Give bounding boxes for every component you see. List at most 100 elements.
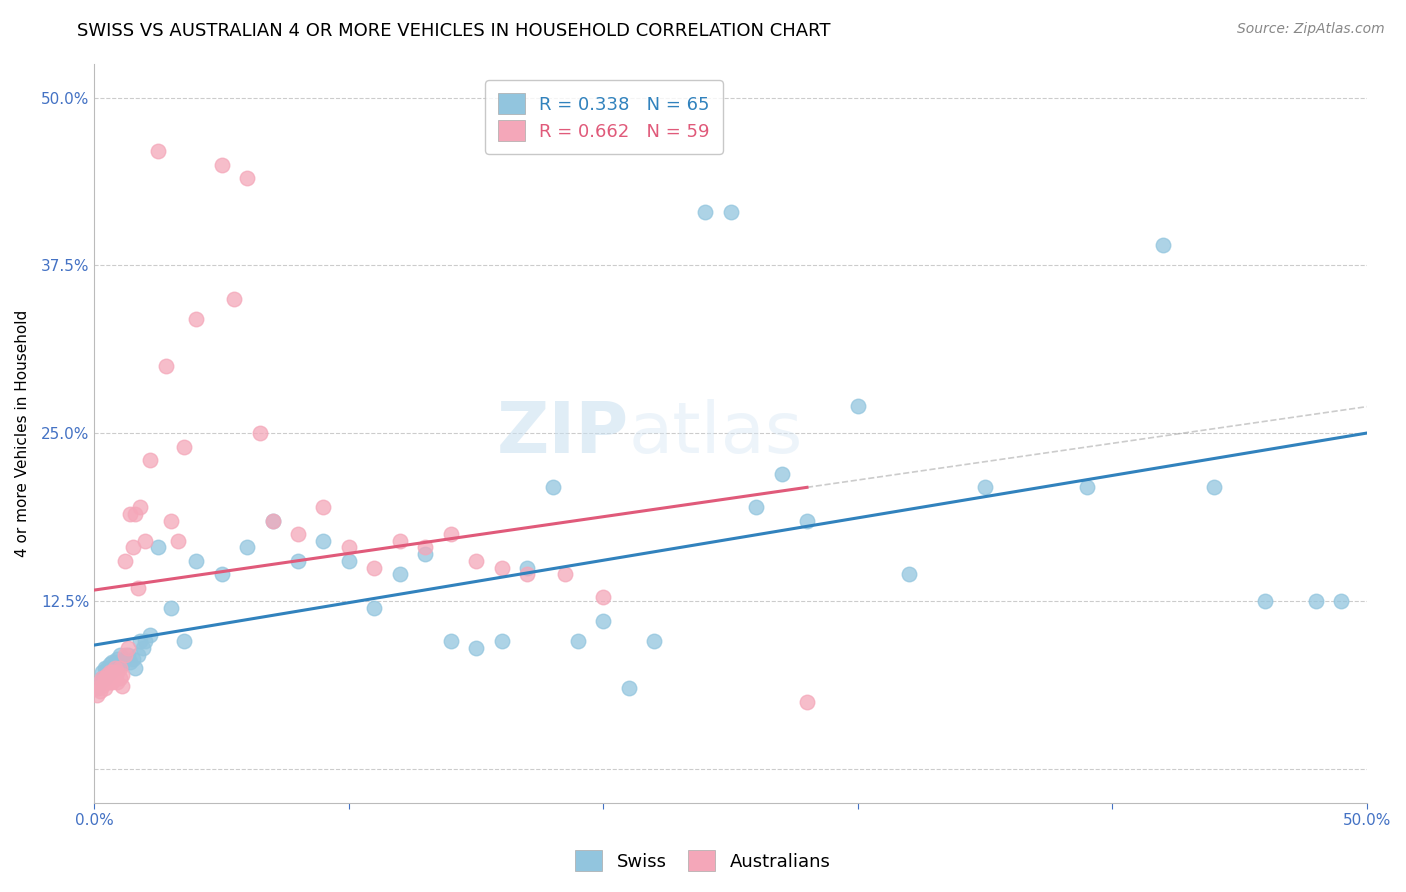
Point — [129, 500, 152, 515]
Point — [91, 665, 114, 680]
Point — [91, 671, 114, 685]
Text: SWISS VS AUSTRALIAN 4 OR MORE VEHICLES IN HOUSEHOLD CORRELATION CHART: SWISS VS AUSTRALIAN 4 OR MORE VEHICLES I… — [77, 22, 831, 40]
Point — [120, 655, 142, 669]
Point — [89, 674, 111, 689]
Point — [262, 514, 284, 528]
Point — [96, 671, 118, 685]
Point — [186, 312, 208, 326]
Point — [91, 671, 114, 685]
Point — [98, 671, 121, 685]
Point — [516, 567, 538, 582]
Point — [592, 614, 614, 628]
Point — [312, 533, 335, 548]
Point — [1254, 594, 1277, 608]
Point — [146, 541, 169, 555]
Point — [101, 661, 124, 675]
Point — [121, 541, 143, 555]
Point — [516, 560, 538, 574]
Point — [643, 634, 665, 648]
Point — [249, 426, 271, 441]
Point — [98, 665, 121, 680]
Point — [101, 668, 124, 682]
Point — [127, 581, 149, 595]
Point — [567, 634, 589, 648]
Point — [440, 527, 463, 541]
Point — [211, 158, 233, 172]
Point — [117, 641, 139, 656]
Point — [86, 688, 108, 702]
Point — [491, 560, 513, 574]
Point — [96, 668, 118, 682]
Point — [96, 674, 118, 689]
Point — [104, 655, 127, 669]
Point — [93, 681, 115, 696]
Point — [491, 634, 513, 648]
Point — [745, 500, 768, 515]
Point — [846, 400, 869, 414]
Point — [86, 681, 108, 696]
Point — [93, 661, 115, 675]
Point — [159, 600, 181, 615]
Y-axis label: 4 or more Vehicles in Household: 4 or more Vehicles in Household — [15, 310, 30, 557]
Point — [592, 590, 614, 604]
Point — [111, 668, 134, 682]
Point — [121, 652, 143, 666]
Point — [167, 533, 190, 548]
Point — [104, 671, 127, 685]
Point — [1330, 594, 1353, 608]
Point — [89, 674, 111, 689]
Point — [262, 514, 284, 528]
Point — [173, 634, 195, 648]
Text: Source: ZipAtlas.com: Source: ZipAtlas.com — [1237, 22, 1385, 37]
Point — [720, 204, 742, 219]
Point — [617, 681, 640, 696]
Point — [124, 507, 146, 521]
Point — [173, 440, 195, 454]
Point — [104, 661, 127, 675]
Point — [363, 600, 385, 615]
Point — [108, 655, 131, 669]
Point — [108, 661, 131, 675]
Point — [111, 657, 134, 672]
Point — [465, 554, 488, 568]
Point — [127, 648, 149, 662]
Point — [96, 661, 118, 675]
Point — [104, 661, 127, 675]
Point — [108, 648, 131, 662]
Point — [101, 674, 124, 689]
Point — [413, 547, 436, 561]
Point — [98, 665, 121, 680]
Point — [105, 674, 128, 689]
Point — [1076, 480, 1098, 494]
Point — [96, 668, 118, 682]
Point — [413, 541, 436, 555]
Point — [554, 567, 576, 582]
Point — [796, 514, 818, 528]
Point — [440, 634, 463, 648]
Point — [108, 671, 131, 685]
Point — [388, 567, 411, 582]
Point — [1305, 594, 1327, 608]
Point — [105, 665, 128, 680]
Point — [111, 679, 134, 693]
Point — [98, 657, 121, 672]
Point — [1204, 480, 1226, 494]
Point — [124, 661, 146, 675]
Point — [1152, 238, 1174, 252]
Point — [114, 652, 136, 666]
Point — [897, 567, 920, 582]
Point — [105, 657, 128, 672]
Point — [337, 541, 360, 555]
Point — [101, 665, 124, 680]
Point — [287, 527, 309, 541]
Point — [541, 480, 564, 494]
Point — [796, 695, 818, 709]
Point — [114, 554, 136, 568]
Legend: Swiss, Australians: Swiss, Australians — [568, 843, 838, 879]
Point — [312, 500, 335, 515]
Point — [120, 507, 142, 521]
Point — [465, 641, 488, 656]
Text: ZIP: ZIP — [496, 399, 628, 467]
Point — [98, 674, 121, 689]
Point — [236, 171, 259, 186]
